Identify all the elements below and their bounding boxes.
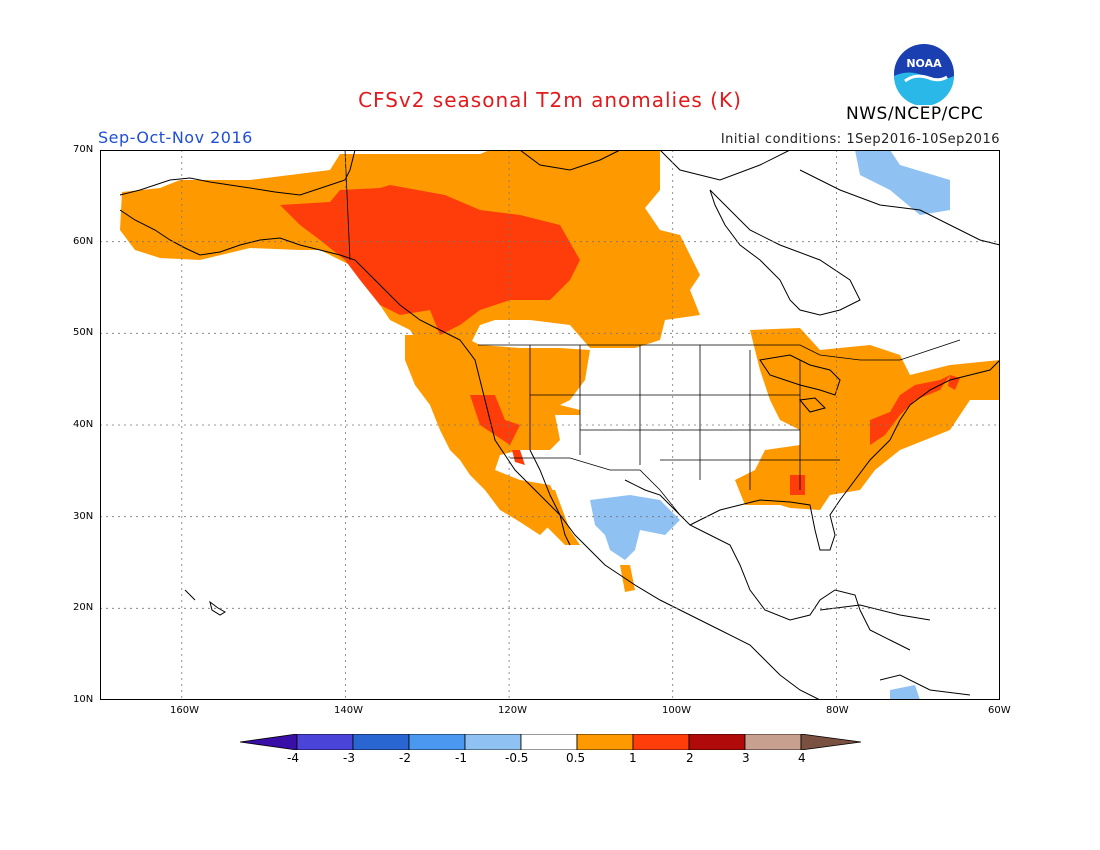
colorbar-label: -2: [399, 751, 411, 765]
logo-text: NOAA: [906, 57, 942, 70]
colorbar-cell-under: [240, 734, 298, 750]
colorbar-cell: [352, 734, 410, 750]
lon-label-60w: 60W: [988, 705, 1011, 716]
colorbar-label: -3: [343, 751, 355, 765]
lat-label-40n: 40N: [73, 419, 94, 430]
lon-label-100w: 100W: [662, 705, 691, 716]
colorbar-cell: [744, 734, 802, 750]
lat-label-70n: 70N: [73, 144, 94, 155]
lat-label-60n: 60N: [73, 236, 94, 247]
colorbar-cell: [576, 734, 634, 750]
colorbar-cell: [632, 734, 690, 750]
colorbar-cell: [464, 734, 522, 750]
initial-conditions-label: Initial conditions: 1Sep2016-10Sep2016: [720, 132, 1000, 147]
colorbar-label: 0.5: [566, 751, 586, 765]
lon-label-120w: 120W: [498, 705, 527, 716]
lon-label-160w: 160W: [170, 705, 199, 716]
season-label: Sep-Oct-Nov 2016: [98, 128, 253, 147]
lon-label-80w: 80W: [826, 705, 849, 716]
colorbar-cell: [408, 734, 466, 750]
colorbar-cell: [296, 734, 354, 750]
organization-label: NWS/NCEP/CPC: [846, 104, 984, 124]
colorbar-cell: [520, 734, 578, 750]
colorbar-label: 2: [686, 751, 694, 765]
lat-label-20n: 20N: [73, 602, 94, 613]
colorbar-cell-over: [800, 734, 862, 750]
lat-lon-grid: [100, 150, 1000, 700]
colorbar: [240, 734, 862, 750]
colorbar-label: -1: [455, 751, 467, 765]
lat-label-50n: 50N: [73, 327, 94, 338]
lat-label-10n: 10N: [73, 694, 94, 705]
colorbar-label: -0.5: [505, 751, 529, 765]
lat-label-30n: 30N: [73, 511, 94, 522]
noaa-logo: NOAA: [894, 44, 954, 105]
colorbar-label: 1: [629, 751, 637, 765]
anomaly-map: [100, 150, 1000, 700]
colorbar-label: 3: [742, 751, 750, 765]
colorbar-label: 4: [798, 751, 806, 765]
colorbar-cell: [688, 734, 746, 750]
map-title: CFSv2 seasonal T2m anomalies (K): [358, 88, 742, 112]
lon-label-140w: 140W: [334, 705, 363, 716]
colorbar-label: -4: [287, 751, 299, 765]
coastlines: [119, 150, 1000, 700]
anomaly-fields: [120, 150, 1000, 700]
